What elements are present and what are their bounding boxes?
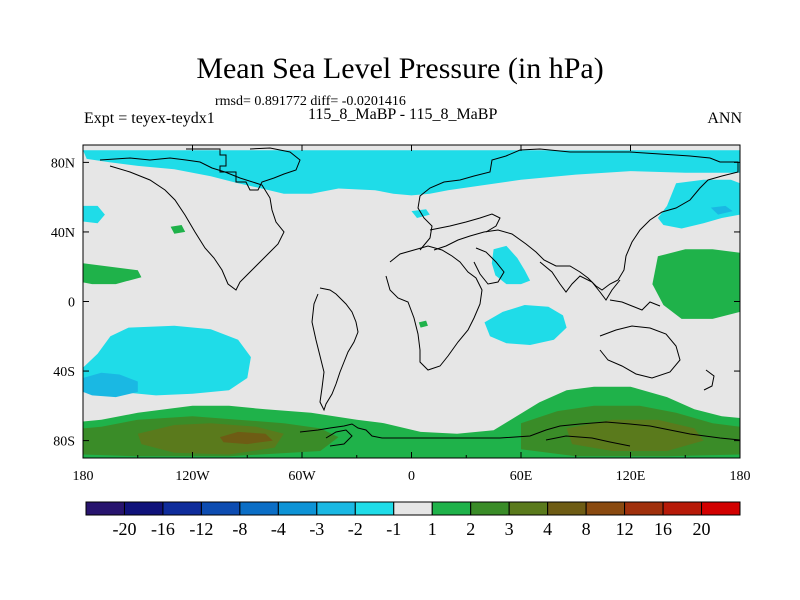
colorbar-swatch — [547, 501, 587, 516]
colorbar-label: 3 — [505, 519, 514, 539]
x-tick-label: 60W — [288, 469, 316, 484]
contour-region-6 — [484, 305, 567, 345]
contour-region-4 — [411, 209, 430, 218]
colorbar-swatch — [239, 501, 279, 516]
y-tick-label: 80S — [53, 435, 75, 450]
colorbar-swatch — [662, 501, 703, 516]
colorbar-swatch — [162, 501, 202, 516]
colorbar-label: -12 — [189, 519, 213, 539]
y-tick-label: 0 — [68, 296, 75, 311]
x-tick-label: 180 — [73, 469, 94, 484]
colorbar-swatch — [431, 501, 472, 516]
coastline-ross-shelf — [545, 435, 631, 447]
colorbar-label: 16 — [654, 519, 672, 539]
colorbar-label: -4 — [271, 519, 286, 539]
coastline-africa — [385, 245, 483, 371]
colorbar-label: 20 — [693, 519, 711, 539]
x-tick-label: 60E — [510, 469, 533, 484]
experiment-label: Expt = teyex-teydx1 — [84, 110, 215, 127]
contour-region-16 — [137, 423, 284, 455]
colorbar-label: 2 — [466, 519, 475, 539]
coastline-north-america — [99, 157, 285, 291]
colorbar-swatch — [470, 501, 510, 516]
x-axis: 180 120W 60W 0 60E 120E 180 — [73, 145, 751, 484]
contour-region-17 — [566, 419, 704, 451]
y-tick-label: 40S — [53, 365, 75, 380]
rmsd-diff-stats: rmsd= 0.891772 diff= -0.0201416 — [215, 94, 406, 109]
colorbar-swatch — [85, 501, 125, 516]
colorbar-label: 4 — [543, 519, 552, 539]
contour-region-9 — [83, 263, 142, 285]
colorbar-label: -8 — [232, 519, 247, 539]
colorbar-swatch — [316, 501, 356, 516]
contour-region-2 — [657, 179, 740, 229]
chart-title: Mean Sea Level Pressure (in hPa) — [196, 52, 604, 85]
coastline-australia — [599, 325, 681, 379]
colorbar-label: 8 — [582, 519, 591, 539]
contour-region-8 — [83, 372, 138, 398]
colorbar-label: -20 — [112, 519, 136, 539]
coastline-maritime-continent — [609, 299, 661, 311]
contour-region-12 — [418, 320, 428, 328]
coastline-arabia — [473, 247, 505, 285]
colorbar-label: -1 — [386, 519, 401, 539]
y-axis: 80N 40N 0 40S 80S — [51, 156, 740, 450]
contour-region-11 — [652, 249, 740, 319]
coastline-greenland — [186, 147, 301, 191]
colorbar-label: -16 — [151, 519, 175, 539]
coastline-new-zealand — [703, 369, 715, 391]
colorbar-swatch — [585, 501, 626, 516]
y-tick-label: 40N — [51, 226, 75, 241]
case-label: 115_8_MaBP - 115_8_MaBP — [308, 106, 498, 123]
coastline-south-asia — [539, 261, 621, 301]
colorbar-swatch — [354, 501, 395, 516]
contour-region-10 — [170, 225, 186, 234]
contour-region-1 — [83, 205, 105, 224]
season-label: ANN — [707, 110, 742, 127]
colorbar-swatch — [123, 501, 164, 516]
coastline-antarctic-peninsula — [325, 429, 353, 447]
coastline-south-america — [311, 287, 359, 412]
colorbar-swatch — [200, 501, 241, 516]
contour-region-5 — [491, 245, 531, 285]
colorbar-swatch — [393, 501, 433, 516]
colorbar-swatch — [624, 501, 664, 516]
colorbar-label: -2 — [348, 519, 363, 539]
colorbar-swatch — [277, 501, 318, 516]
contour-region-3 — [710, 205, 733, 215]
coastline-inland-seas — [429, 213, 501, 233]
contour-region-18 — [219, 431, 273, 445]
coastline-layer — [99, 147, 740, 447]
colorbar-swatch — [701, 501, 741, 516]
x-tick-label: 120E — [616, 469, 646, 484]
x-tick-label: 0 — [408, 469, 415, 484]
colorbar-swatch — [508, 501, 549, 516]
colorbar-label: 12 — [616, 519, 634, 539]
x-tick-label: 120W — [175, 469, 210, 484]
colorbar-label: -3 — [309, 519, 324, 539]
coastline-eurasia — [417, 148, 739, 291]
x-tick-label: 180 — [730, 469, 751, 484]
colorbar: -20 -16 -12 -8 -4 -3 -2 -1 1 2 3 4 8 12 16 20 — [85, 501, 741, 539]
y-tick-label: 80N — [51, 156, 75, 171]
coastline-antarctica — [299, 421, 740, 441]
colorbar-label: 1 — [428, 519, 437, 539]
